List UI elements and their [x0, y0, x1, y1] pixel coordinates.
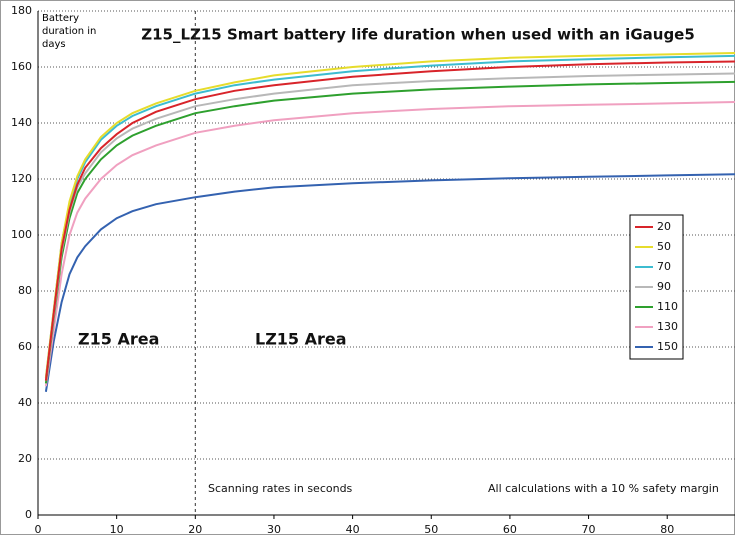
x-tick-label: 0 — [35, 523, 42, 535]
y-tick-label: 0 — [25, 508, 32, 521]
series-line — [44, 80, 735, 384]
annotation: All calculations with a 10 % safety marg… — [488, 482, 719, 495]
y-tick-label: 80 — [18, 284, 32, 297]
series-line — [44, 173, 735, 392]
y-tick-label: 160 — [11, 60, 32, 73]
annotation: Scanning rates in seconds — [208, 482, 353, 495]
x-tick-label: 60 — [503, 523, 517, 535]
x-tick-label: 70 — [582, 523, 596, 535]
annotation: LZ15 Area — [255, 330, 347, 349]
y-tick-label: 180 — [11, 4, 32, 17]
x-tick-label: 30 — [267, 523, 281, 535]
y-tick-label: 40 — [18, 396, 32, 409]
legend-label: 70 — [657, 260, 671, 273]
series-line — [44, 60, 735, 381]
series-line — [44, 52, 735, 378]
legend-label: 50 — [657, 240, 671, 253]
y-label-box: Battery duration in days — [42, 13, 97, 50]
legend-label: 130 — [657, 320, 678, 333]
y-tick-label: 120 — [11, 172, 32, 185]
y-tick-label: 100 — [11, 228, 32, 241]
legend-label: 110 — [657, 300, 678, 313]
y-tick-label: 20 — [18, 452, 32, 465]
chart-title: Z15_LZ15 Smart battery life duration whe… — [141, 26, 695, 44]
x-tick-label: 40 — [346, 523, 360, 535]
y-tick-label: 140 — [11, 116, 32, 129]
x-tick-label: 10 — [110, 523, 124, 535]
legend-label: 20 — [657, 220, 671, 233]
annotation: Z15 Area — [78, 330, 159, 349]
x-tick-label: 20 — [188, 523, 202, 535]
x-tick-label: 50 — [424, 523, 438, 535]
legend-label: 90 — [657, 280, 671, 293]
legend-label: 150 — [657, 340, 678, 353]
y-tick-label: 60 — [18, 340, 32, 353]
x-tick-label: 80 — [660, 523, 674, 535]
series-line — [44, 101, 735, 387]
y-axis-label: Battery duration in days — [42, 13, 97, 50]
